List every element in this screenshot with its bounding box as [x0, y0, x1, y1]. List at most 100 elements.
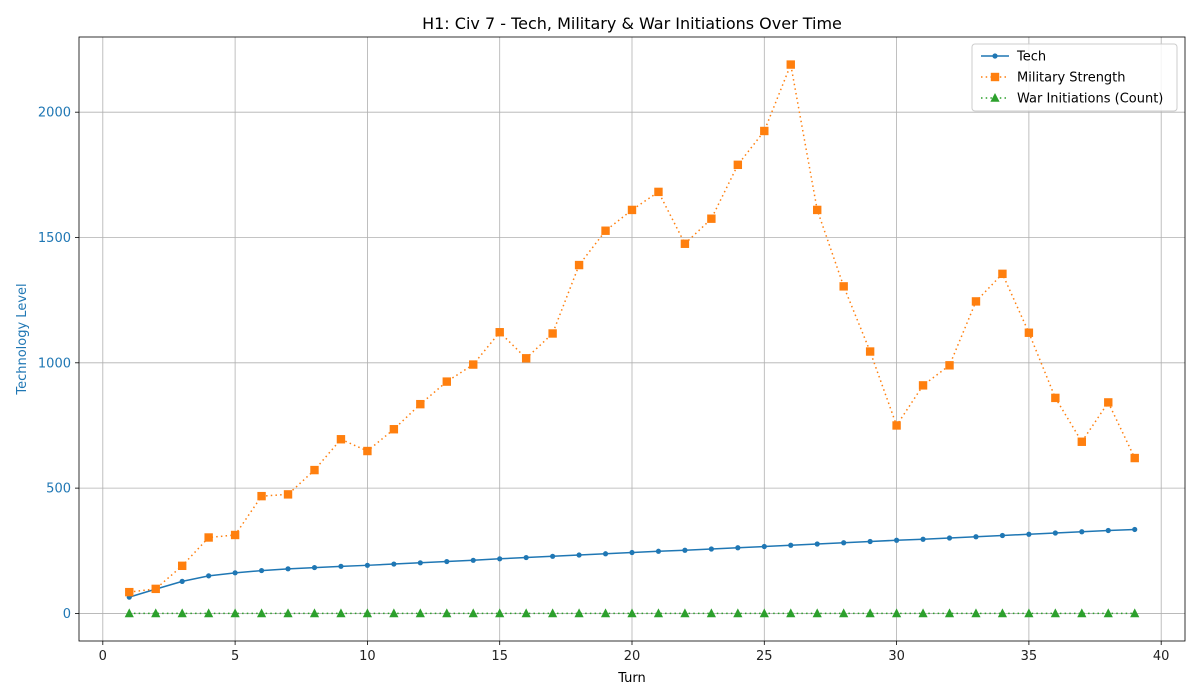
data-point [1024, 328, 1034, 337]
data-point [600, 608, 611, 618]
data-point [1130, 453, 1139, 463]
x-tick-label: 10 [359, 649, 376, 664]
data-point [124, 608, 134, 618]
x-tick-label: 15 [491, 649, 508, 664]
data-point [416, 399, 425, 409]
y-axis: 0 500 1000 1500 2000 [38, 106, 79, 622]
data-point [973, 534, 979, 540]
data-point [362, 608, 373, 618]
data-point [733, 160, 743, 170]
data-point [364, 562, 371, 568]
legend: Tech Military Strength War Initiations (Co… [971, 43, 1178, 112]
data-point [311, 564, 318, 571]
data-point [814, 541, 820, 547]
data-point [998, 269, 1007, 279]
data-point [629, 549, 635, 556]
data-point [865, 608, 875, 618]
data-point [442, 608, 452, 618]
x-tick-label: 40 [1153, 649, 1170, 664]
x-tick-label: 25 [756, 649, 773, 664]
data-point [786, 60, 795, 69]
data-point [682, 547, 688, 553]
data-point [204, 533, 213, 542]
y-tick-label: 500 [46, 482, 71, 497]
data-point [232, 570, 238, 576]
data-point [391, 561, 397, 567]
legend-entry: Tech [981, 50, 1046, 65]
data-point [495, 328, 504, 337]
data-point [521, 608, 531, 618]
data-point [891, 608, 902, 618]
y-axis-label: Technology Level [15, 283, 30, 395]
data-point [550, 553, 556, 559]
data-point [654, 187, 663, 197]
data-point [1105, 527, 1111, 534]
data-point [417, 560, 423, 566]
data-point [997, 608, 1008, 618]
data-point [1104, 398, 1113, 407]
data-point [1050, 608, 1060, 618]
data-point [680, 608, 690, 618]
data-point [548, 329, 557, 338]
data-point [707, 214, 716, 223]
data-point [841, 540, 847, 546]
x-tick-label: 30 [888, 649, 905, 664]
legend-label: Military Strength [1017, 71, 1126, 86]
data-point [602, 551, 609, 557]
data-point [1051, 393, 1060, 403]
x-tick-label: 35 [1021, 649, 1038, 664]
legend-entry: Military Strength [981, 71, 1126, 86]
data-point [865, 347, 875, 356]
data-point [444, 558, 450, 565]
legend-marker [990, 93, 1000, 102]
series-layer [124, 60, 1140, 618]
data-point [813, 205, 822, 215]
data-point [1130, 608, 1140, 618]
data-point [735, 545, 741, 551]
legend-box [971, 43, 1178, 112]
data-point [230, 608, 240, 618]
data-point [601, 226, 610, 235]
data-point [151, 608, 161, 618]
data-point [653, 608, 664, 618]
data-point [867, 538, 873, 545]
data-point [521, 354, 531, 363]
data-point [389, 425, 399, 434]
data-point [309, 608, 320, 618]
data-point [576, 552, 582, 558]
data-point [256, 608, 267, 618]
data-point [310, 465, 319, 475]
data-point [708, 546, 714, 552]
series-line [129, 63, 1136, 593]
data-point [761, 543, 767, 550]
data-point [177, 561, 187, 571]
legend-label: War Initiations (Count) [1017, 92, 1163, 107]
data-point [839, 282, 848, 291]
data-point [999, 532, 1006, 539]
data-point [786, 608, 796, 618]
data-point [523, 554, 529, 561]
data-point [336, 435, 346, 444]
data-point [179, 578, 185, 584]
series-0 [126, 526, 1138, 600]
data-point [627, 608, 637, 618]
data-point [206, 573, 212, 579]
data-point [469, 360, 478, 369]
data-point [945, 361, 954, 370]
data-point [680, 239, 690, 248]
data-point [706, 608, 716, 618]
data-point [230, 530, 240, 540]
data-point [1103, 608, 1113, 618]
data-point [574, 608, 584, 618]
data-point [812, 608, 822, 618]
data-point [1024, 608, 1034, 618]
data-point [971, 608, 981, 618]
data-point [971, 297, 981, 306]
x-axis: 0 5 10 15 20 25 30 35 40 [99, 641, 1170, 664]
data-point [892, 421, 901, 430]
data-point [177, 608, 187, 618]
data-point [1132, 526, 1138, 533]
data-point [944, 608, 955, 618]
data-point [285, 566, 291, 572]
